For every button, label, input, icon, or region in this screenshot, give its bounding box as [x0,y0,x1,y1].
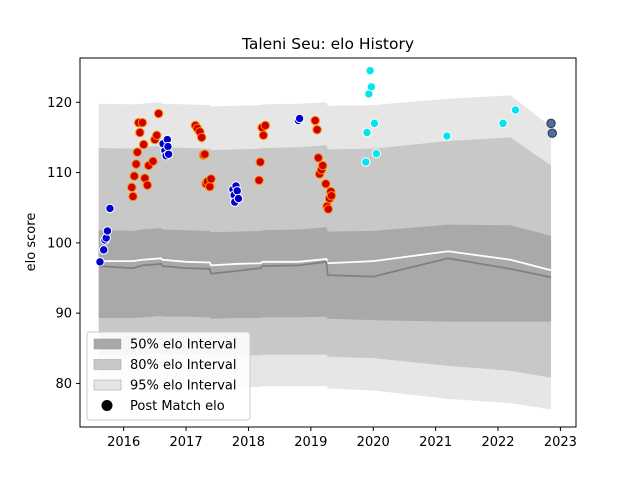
y-tick-label: 120 [47,96,72,111]
data-point [131,159,141,169]
y-axis-label: elo score [24,213,39,272]
data-point [138,139,149,150]
data-point [163,149,174,159]
x-tick-label: 2021 [419,435,452,450]
chart-title: Taleni Seu: elo History [241,35,414,53]
y-tick-label: 80 [55,377,72,392]
x-tick-label: 2019 [294,435,327,450]
legend-marker [101,400,113,411]
legend-swatch [93,338,122,350]
data-point [321,179,331,189]
data-point [163,141,173,152]
data-point [205,181,215,192]
data-point [105,203,115,214]
data-point [547,128,557,138]
line-expected [98,250,552,272]
data-point [137,117,148,128]
x-tick-label: 2023 [544,435,577,450]
data-point [128,191,138,202]
data-point [313,153,324,163]
legend-label: Post Match elo [130,399,225,414]
data-point [510,105,521,115]
data-point [127,182,137,193]
data-point [498,118,508,129]
data-point [546,118,556,129]
data-point [102,226,113,236]
data-point [99,245,109,255]
data-point [362,127,372,138]
data-point [129,171,139,181]
x-tick-label: 2016 [107,435,140,450]
data-point [323,204,334,214]
y-tick-label: 100 [47,236,72,251]
legend-swatch [93,379,122,391]
data-point [326,191,337,201]
data-point [361,157,371,167]
data-point [442,131,452,141]
data-point [365,65,375,76]
data-point [200,149,210,159]
y-tick-label: 110 [47,166,72,181]
data-point [148,156,158,167]
x-tick-label: 2017 [170,435,203,450]
x-tick-label: 2022 [481,435,514,450]
data-point [260,120,270,131]
data-point [310,115,320,126]
data-point [312,124,322,135]
data-point [255,157,266,167]
y-tick-label: 90 [55,307,72,322]
data-point [233,193,244,204]
data-point [294,113,305,124]
line-median [98,257,552,279]
data-point [152,130,162,141]
data-point [232,186,242,196]
data-point [153,108,164,119]
data-point [366,82,377,92]
band-50 [98,224,552,322]
data-point [371,148,382,159]
data-point [135,127,145,138]
legend-box [86,331,251,421]
legend-label: 95% elo Interval [130,379,237,394]
data-point [258,130,269,141]
axis-ticks: 2016 2017 2018 2019 2020 2021 2022 2023 80 90 100 1… [47,96,577,450]
x-tick-label: 2020 [357,435,390,450]
data-point [95,257,105,267]
data-point [369,118,380,129]
data-point [206,174,216,184]
data-point [318,160,328,171]
legend-swatch [93,359,122,370]
data-point [196,132,207,143]
plot-area [95,65,557,410]
x-tick-label: 2018 [232,435,265,450]
data-point [132,147,143,157]
legend-label: 80% elo Interval [130,358,237,373]
legend: 50% elo Interval 80% elo Interval 95% elo … [86,331,251,421]
data-point [254,175,264,186]
data-point [142,180,153,190]
legend-label: 50% elo Interval [130,338,237,353]
